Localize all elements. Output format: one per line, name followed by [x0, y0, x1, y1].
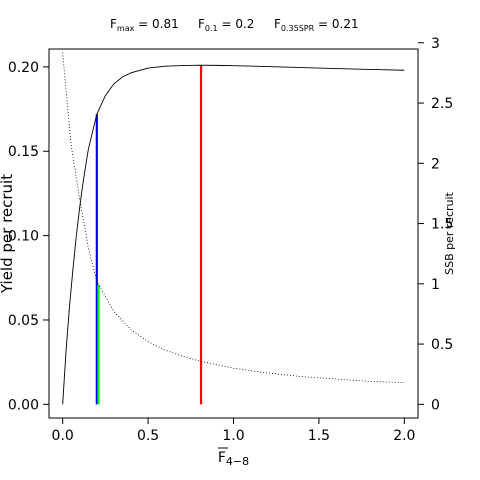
title-part-1: F0.1 = 0.2	[198, 17, 254, 33]
x-tick-label: 2.0	[393, 428, 415, 444]
y-tick-label: 0.05	[8, 313, 39, 329]
y2-tick-label: 3	[431, 36, 440, 52]
y2-tick-label: 0.5	[431, 337, 453, 353]
reference-lines	[95, 65, 203, 405]
y2-tick-label: 0	[431, 397, 440, 413]
ssb-per-recruit-line	[62, 52, 405, 384]
x-axis-label: F4−8	[218, 450, 249, 468]
y-tick-label: 0.15	[8, 144, 39, 160]
y-axis-right: 0 0.5 1 1.5 2 2.5 3	[418, 36, 453, 413]
y-axis-label-left: Yield per recruit	[0, 174, 16, 294]
x-axis: 0.0 0.5 1.0 1.5 2.0	[52, 418, 415, 444]
y2-tick-label: 2.5	[431, 96, 453, 112]
y-axis-left: 0.00 0.05 0.10 0.15 0.20	[8, 60, 49, 413]
y-axis-label-right: SSB per recruit	[443, 191, 456, 274]
x-tick-label: 0.0	[52, 428, 74, 444]
y2-tick-label: 1.5	[431, 217, 453, 233]
x-tick-label: 1.5	[308, 428, 330, 444]
x-tick-label: 1.0	[222, 428, 244, 444]
y2-tick-label: 2	[431, 156, 440, 172]
y-tick-label: 0.00	[8, 397, 39, 413]
title-part-0: Fmax = 0.81	[110, 17, 179, 33]
y2-tick-label: 1	[431, 277, 440, 293]
x-tick-label: 0.5	[137, 428, 159, 444]
yield-per-recruit-line	[62, 64, 405, 405]
series-layer	[62, 52, 405, 405]
y-tick-label: 0.10	[8, 229, 39, 245]
title-part-2: F0.35SPR = 0.21	[274, 17, 359, 33]
chart-title: Fmax = 0.81 F0.1 = 0.2 F0.35SPR = 0.21	[110, 17, 359, 33]
y-tick-label: 0.20	[8, 60, 39, 76]
